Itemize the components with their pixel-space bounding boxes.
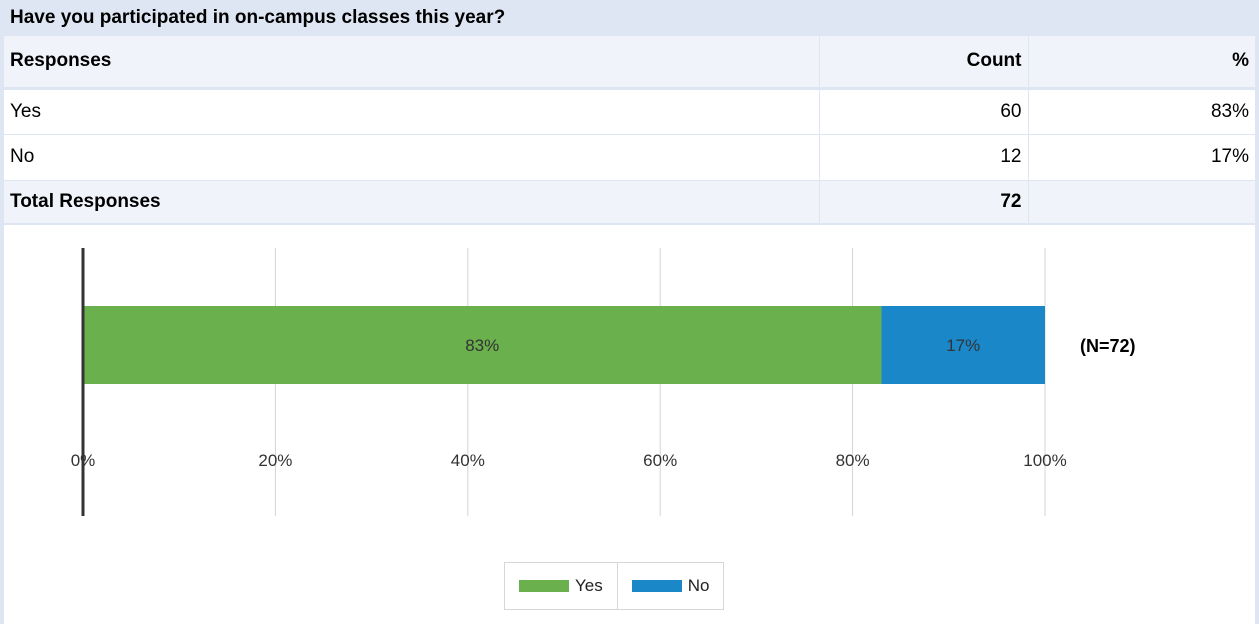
total-percent — [1028, 180, 1255, 225]
table-row: No 12 17% — [4, 134, 1255, 181]
row-percent: 83% — [1028, 88, 1255, 135]
x-tick-label: 20% — [258, 451, 292, 470]
chart-area: 0%20%40%60%80%100%83%17%(N=72) — [4, 226, 1255, 624]
legend-label-yes: Yes — [575, 576, 603, 595]
legend-label-no: No — [687, 576, 710, 595]
row-label: Yes — [4, 88, 820, 135]
row-count: 12 — [819, 134, 1029, 181]
stacked-bar-chart: 0%20%40%60%80%100%83%17%(N=72) — [71, 248, 1136, 516]
total-row: Total Responses 72 — [4, 180, 1255, 225]
total-count: 72 — [819, 180, 1029, 225]
x-tick-label: 40% — [451, 451, 485, 470]
sample-size-annotation: (N=72) — [1080, 336, 1136, 356]
legend-item-no: No — [616, 563, 724, 609]
row-label: No — [4, 134, 820, 181]
question-title: Have you participated in on-campus class… — [0, 0, 1259, 36]
header-count: Count — [819, 36, 1029, 90]
legend-swatch-no — [631, 580, 682, 592]
total-label: Total Responses — [4, 180, 820, 225]
x-tick-label: 80% — [836, 451, 870, 470]
table-header-row: Responses Count % — [4, 36, 1255, 90]
row-percent: 17% — [1028, 134, 1255, 181]
row-count: 60 — [819, 88, 1029, 135]
table-row: Yes 60 83% — [4, 88, 1255, 135]
header-responses: Responses — [4, 36, 820, 90]
x-tick-label: 100% — [1023, 451, 1066, 470]
chart-legend: Yes No — [504, 562, 725, 610]
bar-segment-yes — [83, 306, 882, 384]
bar-data-label: 17% — [946, 336, 980, 355]
legend-item-yes: Yes — [505, 563, 617, 609]
legend-swatch-yes — [519, 580, 569, 592]
x-tick-label: 60% — [643, 451, 677, 470]
responses-table: Responses Count % Yes 60 83% No 12 17% T… — [4, 36, 1255, 225]
header-percent: % — [1028, 36, 1255, 90]
bar-data-label: 83% — [465, 336, 499, 355]
bar-segment-no — [881, 306, 1045, 384]
